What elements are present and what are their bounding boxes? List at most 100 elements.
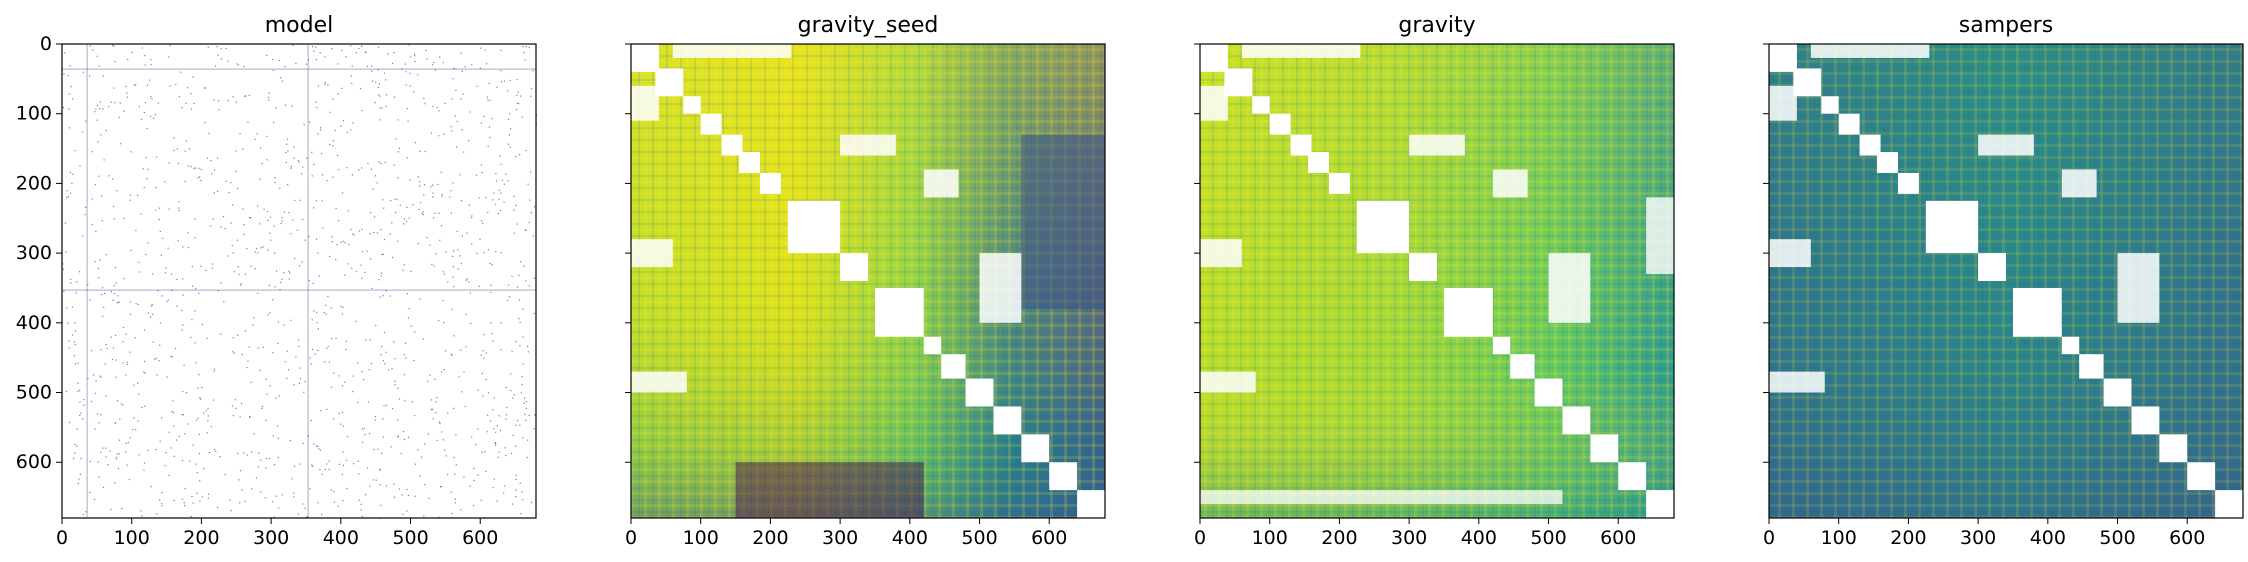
heatmap-cell <box>89 299 91 301</box>
heatmap-cell <box>292 44 294 46</box>
heatmap-cell <box>123 110 125 112</box>
heatmap-cell <box>109 450 111 452</box>
heatmap-cell <box>397 435 399 437</box>
x-tick-label: 0 <box>56 527 68 549</box>
heatmap-cell <box>115 458 117 460</box>
heatmap-cell <box>204 121 206 124</box>
heatmap-cell <box>235 150 237 152</box>
heatmap-cell <box>520 392 523 394</box>
heatmap-cell <box>401 494 403 496</box>
heatmap-cell <box>338 375 340 377</box>
heatmap-cell <box>498 198 500 200</box>
heatmap-cell <box>295 62 297 64</box>
heatmap-cell <box>210 225 212 227</box>
heatmap-cluster <box>2117 253 2160 323</box>
heatmap-cell <box>342 451 344 453</box>
heatmap-cell <box>141 515 143 517</box>
heatmap-cell <box>164 465 166 467</box>
heatmap-cell <box>361 516 363 518</box>
heatmap-cell <box>533 312 535 314</box>
heatmap-block <box>1021 434 1050 463</box>
heatmap-cell <box>359 87 362 90</box>
heatmap-cell <box>361 228 363 230</box>
heatmap-cell <box>306 516 308 518</box>
heatmap-cell <box>398 488 400 490</box>
heatmap-cell <box>394 357 396 360</box>
heatmap-cell <box>348 243 350 246</box>
heatmap-cell <box>225 47 227 49</box>
heatmap-cell <box>291 478 293 480</box>
heatmap-cell <box>311 319 313 321</box>
heatmap-cell <box>391 368 393 370</box>
heatmap-cell <box>357 460 359 462</box>
heatmap-cell <box>437 183 439 186</box>
heatmap-cell <box>155 448 157 451</box>
heatmap-cell <box>186 87 189 89</box>
heatmap-cell <box>500 70 502 72</box>
heatmap-cell <box>65 251 67 253</box>
heatmap-cell <box>182 246 184 248</box>
heatmap-cell <box>232 415 234 417</box>
heatmap-cell <box>129 437 131 439</box>
heatmap-cell <box>338 463 340 465</box>
heatmap-cell <box>407 317 410 319</box>
heatmap-cell <box>364 51 366 53</box>
heatmap-cell <box>379 296 381 298</box>
heatmap-cell <box>431 408 434 410</box>
heatmap-cell <box>358 473 360 475</box>
heatmap-cell <box>326 180 328 182</box>
heatmap-cell <box>326 463 328 465</box>
heatmap-cell <box>346 487 348 490</box>
heatmap-cell <box>141 47 143 49</box>
heatmap-cell <box>463 371 465 373</box>
heatmap-cell <box>432 105 434 107</box>
heatmap-cell <box>336 154 339 156</box>
heatmap-cell <box>489 136 491 139</box>
heatmap-cell <box>515 156 517 158</box>
heatmap-cluster <box>1492 169 1528 198</box>
heatmap-cell <box>395 212 397 214</box>
heatmap-cell <box>262 246 264 248</box>
heatmap-cell <box>75 292 77 294</box>
heatmap-cell <box>147 242 149 244</box>
heatmap-low-region <box>735 462 924 518</box>
heatmap-cell <box>369 258 372 260</box>
heatmap-cell <box>115 376 117 378</box>
heatmap-cell <box>445 350 447 352</box>
heatmap-cluster <box>1769 85 1797 121</box>
heatmap-cell <box>377 69 379 71</box>
x-tick-label: 400 <box>892 527 928 549</box>
heatmap-block <box>1200 44 1228 72</box>
heatmap-cell <box>118 301 120 303</box>
heatmap-cell <box>488 126 490 128</box>
heatmap-cell <box>176 305 178 307</box>
heatmap-cell <box>372 188 374 190</box>
heatmap-cell <box>95 380 97 382</box>
heatmap-cell <box>362 441 364 443</box>
heatmap-cell <box>364 433 366 436</box>
heatmap-cell <box>503 492 505 494</box>
heatmap-cell <box>496 425 498 427</box>
heatmap-cell <box>185 140 187 142</box>
heatmap-cell <box>286 377 288 379</box>
heatmap-cell <box>323 312 325 314</box>
heatmap-cell <box>370 362 372 365</box>
heatmap-cell <box>238 479 240 481</box>
heatmap-cell <box>130 249 132 251</box>
heatmap-cell <box>439 56 441 58</box>
heatmap-cell <box>522 46 524 48</box>
heatmap-cell <box>126 363 128 365</box>
heatmap-cell <box>438 135 440 137</box>
heatmap-cluster <box>631 371 687 393</box>
heatmap-cell <box>321 514 323 516</box>
heatmap-cell <box>505 173 507 175</box>
heatmap-cell <box>380 228 382 231</box>
heatmap-cell <box>173 500 175 502</box>
heatmap-cell <box>100 293 103 296</box>
heatmap-cell <box>453 407 455 409</box>
heatmap-cell <box>155 187 157 189</box>
heatmap-cell <box>464 66 466 68</box>
heatmap-cell <box>402 430 405 433</box>
heatmap-cell <box>103 306 105 308</box>
heatmap-cell <box>99 259 101 261</box>
